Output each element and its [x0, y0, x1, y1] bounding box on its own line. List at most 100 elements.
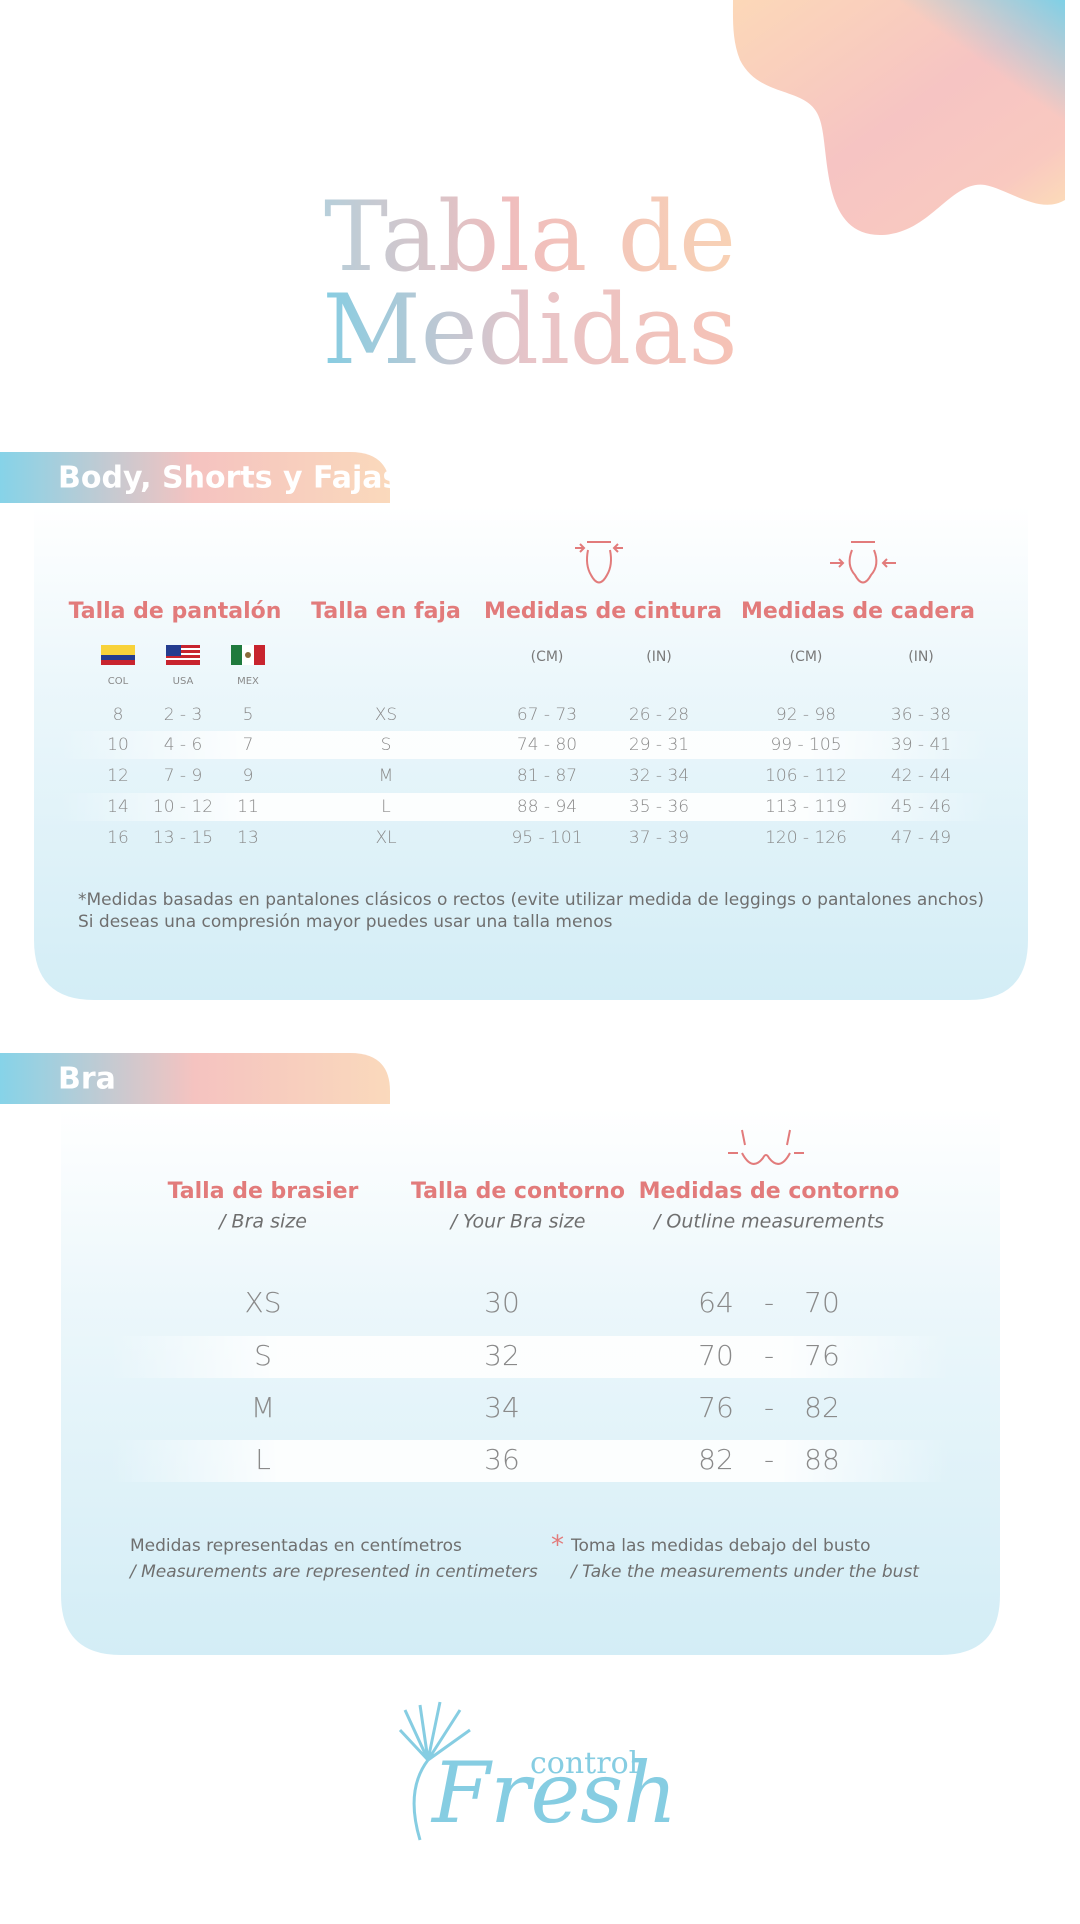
table-cell: 64: [698, 1286, 734, 1319]
table-cell: -: [764, 1443, 774, 1476]
title-line: Tabla de: [324, 181, 736, 293]
footnote: Medidas representadas en centímetros: [130, 1536, 462, 1556]
table-cell: 81 - 87: [517, 766, 577, 786]
table-cell: 45 - 46: [891, 797, 951, 817]
table-cell: 74 - 80: [517, 735, 577, 755]
table-cell: 13 - 15: [153, 828, 213, 848]
row-stripe: [110, 1440, 950, 1482]
decor-blob-tint: [900, 0, 1065, 150]
footnote-subtitle: / Take the measurements under the bust: [569, 1562, 920, 1582]
table-cell: XS: [375, 705, 397, 725]
table-cell: XS: [245, 1286, 282, 1319]
footnote: Si deseas una compresión mayor puedes us…: [78, 912, 613, 932]
unit-label: (CM): [790, 649, 823, 665]
table-cell: 70: [804, 1286, 840, 1319]
table-cell: 7: [243, 735, 254, 755]
flag-col: [101, 645, 135, 665]
table-cell: 2 - 3: [164, 705, 203, 725]
table-cell: 10 - 12: [153, 797, 213, 817]
table-cell: M: [379, 766, 394, 786]
logo-icon: [398, 1701, 471, 1841]
table-cell: S: [381, 735, 392, 755]
unit-label: (IN): [646, 649, 672, 665]
table-cell: 37 - 39: [629, 828, 689, 848]
table-cell: 95 - 101: [511, 828, 582, 848]
table-cell: -: [764, 1391, 774, 1424]
table-cell: 36: [484, 1443, 520, 1476]
row-stripe: [60, 793, 990, 821]
country-label: MEX: [237, 676, 259, 687]
table-cell: 30: [484, 1286, 520, 1319]
table-cell: 5: [243, 705, 254, 725]
table-cell: 47 - 49: [891, 828, 951, 848]
column-header: Medidas de cintura: [484, 599, 722, 624]
table-cell: -: [764, 1339, 774, 1372]
table-cell: S: [254, 1339, 272, 1372]
table-cell: 113 - 119: [765, 797, 847, 817]
table-cell: 35 - 36: [629, 797, 689, 817]
footnote: *Medidas basadas en pantalones clásicos …: [78, 890, 984, 910]
table-cell: 70: [698, 1339, 734, 1372]
section-title: Body, Shorts y Fajas: [58, 461, 400, 496]
table-cell: 82: [698, 1443, 734, 1476]
row-stripe: [60, 731, 990, 759]
column-header: Talla en faja: [311, 599, 461, 624]
unit-label: (IN): [908, 649, 934, 665]
unit-label: (CM): [531, 649, 564, 665]
table-cell: 11: [237, 797, 259, 817]
table-cell: 88 - 94: [517, 797, 577, 817]
table-cell: 8: [113, 705, 124, 725]
column-header: Talla de brasier: [168, 1179, 359, 1204]
country-label: USA: [173, 676, 194, 687]
table-cell: 120 - 126: [765, 828, 847, 848]
table-cell: L: [381, 797, 390, 817]
table-cell: 67 - 73: [517, 705, 577, 725]
section-band: [0, 1053, 390, 1104]
column-header: Medidas de cadera: [741, 599, 975, 624]
country-label: COL: [108, 676, 129, 687]
table-cell: 88: [804, 1443, 840, 1476]
flag-mex: [231, 645, 265, 665]
title-line: Medidas: [322, 274, 737, 386]
table-cell: 39 - 41: [891, 735, 951, 755]
card: [61, 1108, 1000, 1655]
table-cell: 13: [237, 828, 259, 848]
table-cell: 26 - 28: [629, 705, 689, 725]
bust-icon: [728, 1129, 804, 1165]
table-cell: 76: [698, 1391, 734, 1424]
logo-small: control: [530, 1746, 638, 1781]
section-band: [0, 452, 390, 503]
column-header: Medidas de contorno: [639, 1179, 900, 1204]
column-subtitle: / Bra size: [217, 1211, 307, 1233]
table-cell: 32 - 34: [629, 766, 689, 786]
column-subtitle: / Outline measurements: [652, 1211, 884, 1233]
table-cell: 12: [107, 766, 129, 786]
logo-large: Fresh: [430, 1744, 677, 1842]
note-marker: *: [551, 1531, 564, 1561]
waist-icon: [575, 541, 623, 584]
table-cell: M: [251, 1391, 275, 1424]
column-header: Talla de pantalón: [69, 599, 282, 624]
table-cell: L: [255, 1443, 271, 1476]
table-cell: 7 - 9: [164, 766, 203, 786]
table-cell: 76: [804, 1339, 840, 1372]
table-cell: 99 - 105: [770, 735, 841, 755]
table-cell: 16: [107, 828, 129, 848]
table-cell: XL: [375, 828, 396, 848]
table-cell: 106 - 112: [765, 766, 847, 786]
flag-usa: [166, 645, 200, 665]
table-cell: -: [764, 1286, 774, 1319]
table-cell: 92 - 98: [776, 705, 836, 725]
column-subtitle: / Your Bra size: [449, 1211, 586, 1233]
table-cell: 29 - 31: [629, 735, 689, 755]
row-stripe: [110, 1336, 950, 1378]
column-header: Talla de contorno: [411, 1179, 625, 1204]
table-cell: 42 - 44: [891, 766, 951, 786]
hip-icon: [830, 541, 896, 584]
table-cell: 14: [107, 797, 129, 817]
section-title: Bra: [58, 1062, 116, 1097]
footnote: Toma las medidas debajo del busto: [570, 1536, 871, 1556]
table-cell: 82: [804, 1391, 840, 1424]
